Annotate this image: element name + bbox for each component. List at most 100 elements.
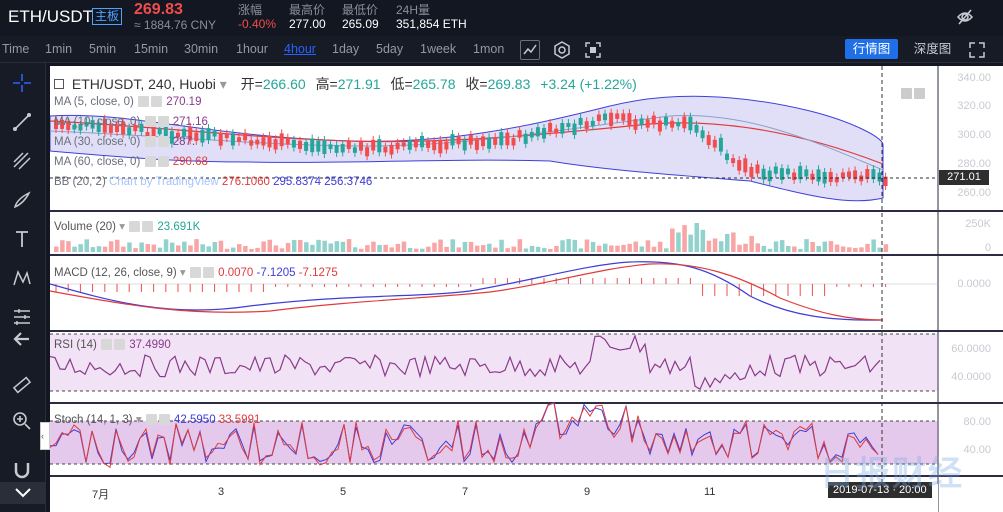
- brand-watermark: 日报财经: [820, 455, 964, 493]
- interval-1day[interactable]: 1day: [332, 42, 360, 56]
- candle-body: [511, 138, 516, 146]
- interval-toolbar: Time 1min 5min 15min 30min 1hour 4hour 1…: [0, 36, 1003, 63]
- interval-5min[interactable]: 5min: [89, 42, 117, 56]
- macd-line: [50, 261, 884, 321]
- interval-1mon[interactable]: 1mon: [473, 42, 505, 56]
- interval-time[interactable]: Time: [2, 42, 30, 56]
- volume-bar: [212, 242, 218, 252]
- candle-body: [139, 123, 144, 132]
- candle-body: [712, 139, 717, 148]
- candle-body: [694, 124, 699, 133]
- candle-body: [779, 168, 784, 180]
- crosshair-time-tag: 2019-07-13 · 20:00: [828, 482, 932, 498]
- volume-bar: [133, 248, 138, 252]
- candle-body: [615, 113, 620, 119]
- volume-bar: [230, 247, 236, 252]
- volume-bar: [377, 245, 382, 252]
- volume-bar: [188, 245, 193, 252]
- candle-body: [212, 130, 217, 137]
- candle-body: [407, 140, 412, 150]
- volume-bar: [865, 243, 870, 252]
- candle-body: [664, 116, 668, 126]
- crosshair-icon[interactable]: [8, 69, 36, 97]
- volume-bar: [139, 242, 144, 252]
- candle-body: [529, 131, 534, 138]
- candle-body: [163, 125, 168, 138]
- candle-body: [840, 172, 845, 178]
- pane-toggle-buttons[interactable]: [900, 88, 926, 100]
- chart-canvas[interactable]: [50, 66, 1003, 512]
- candle-body: [291, 139, 296, 148]
- volume-bar: [700, 229, 706, 252]
- volume-bar: [505, 248, 510, 252]
- interval-1week[interactable]: 1week: [420, 42, 457, 56]
- settings-icon[interactable]: [552, 40, 572, 63]
- pattern-icon[interactable]: [8, 264, 36, 292]
- volume-bar: [352, 247, 358, 252]
- prediction-icon[interactable]: [8, 303, 36, 331]
- interval-4hour[interactable]: 4hour: [284, 42, 316, 56]
- rsi-axis-60: 60.0000: [951, 343, 991, 355]
- interval-1hour[interactable]: 1hour: [236, 42, 268, 56]
- volume-bar: [792, 246, 797, 252]
- candle-body: [676, 122, 681, 127]
- symbol-title[interactable]: ETH/USDT: [8, 7, 93, 26]
- fullscreen-icon[interactable]: [583, 40, 603, 63]
- volume-bar: [54, 246, 59, 252]
- candle-body: [267, 136, 272, 148]
- volume-bar: [645, 240, 651, 252]
- volume-bar: [487, 243, 492, 252]
- volume-bar: [725, 233, 730, 252]
- tab-market-chart[interactable]: 行情图: [845, 39, 898, 59]
- tab-depth-chart[interactable]: 深度图: [913, 42, 952, 56]
- volume-bar: [572, 239, 577, 252]
- candle-body: [316, 140, 321, 152]
- trend-line-icon[interactable]: [8, 108, 36, 136]
- hide-icon[interactable]: [955, 7, 975, 30]
- volume-bar: [810, 241, 815, 252]
- collapse-legend-icon[interactable]: [54, 79, 64, 89]
- interval-15min[interactable]: 15min: [134, 42, 169, 56]
- interval-1min[interactable]: 1min: [45, 42, 73, 56]
- expand-icon[interactable]: [967, 40, 987, 63]
- brush-icon[interactable]: [8, 186, 36, 214]
- text-tool-icon[interactable]: [8, 225, 36, 253]
- volume-bar: [121, 246, 126, 252]
- chart-title: ETH/USDT, 240, Huobi: [71, 76, 216, 92]
- candle-body: [151, 125, 156, 139]
- volume-bar: [450, 239, 455, 252]
- interval-5day[interactable]: 5day: [376, 42, 404, 56]
- volume-bar: [529, 245, 535, 252]
- chart-area[interactable]: ETH/USDT, 240, Huobi ▾ 开=266.60 高=271.91…: [40, 66, 1003, 512]
- volume-bar: [438, 239, 443, 252]
- interval-30min[interactable]: 30min: [184, 42, 219, 56]
- candle-body: [584, 121, 589, 129]
- ohlc-low-value: 265.78: [412, 76, 456, 92]
- fib-lines-icon[interactable]: [8, 147, 36, 175]
- scroll-left-icon[interactable]: ‹: [40, 422, 50, 450]
- volume-bar: [584, 239, 590, 252]
- candle-body: [102, 118, 107, 133]
- candle-body: [54, 119, 58, 130]
- chart-type-icon[interactable]: [520, 40, 540, 60]
- volume-bar: [566, 239, 571, 252]
- volume-bar: [578, 248, 584, 252]
- back-arrow-icon[interactable]: [8, 325, 36, 353]
- zoom-icon[interactable]: [8, 407, 36, 435]
- candle-body: [334, 144, 339, 153]
- candle-body: [84, 122, 89, 127]
- volume-bar: [840, 246, 846, 252]
- candle-body: [767, 170, 772, 182]
- candle-body: [218, 132, 223, 146]
- collapse-icon[interactable]: [0, 482, 46, 504]
- ruler-icon[interactable]: [8, 371, 36, 399]
- ohlc-close-value: 269.83: [487, 76, 531, 92]
- candle-body: [554, 128, 559, 134]
- candle-body: [194, 132, 199, 141]
- candle-body: [352, 147, 357, 153]
- magnet-icon[interactable]: [8, 456, 36, 484]
- volume-bar: [456, 247, 462, 252]
- volume-bar: [651, 246, 657, 252]
- volume-bar: [316, 239, 321, 252]
- candle-body: [145, 131, 150, 140]
